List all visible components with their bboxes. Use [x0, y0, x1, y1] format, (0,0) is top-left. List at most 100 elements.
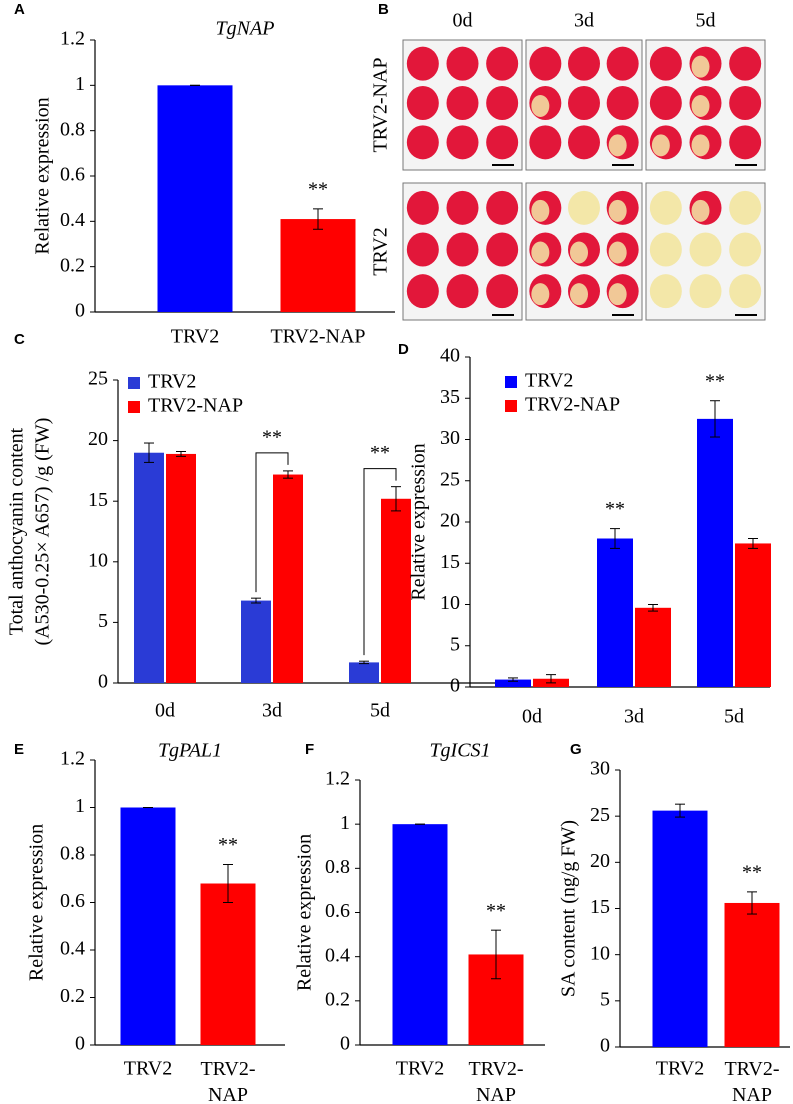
significance: ** — [486, 900, 506, 922]
significance: ** — [262, 426, 282, 448]
label-line: NAP — [732, 1084, 772, 1104]
x-tick-label: TRV2 — [171, 326, 219, 348]
x-tick-label: 5d — [724, 706, 744, 728]
y-tick-label: 0.2 — [60, 254, 85, 276]
error-bar — [313, 208, 323, 230]
legend-label: TRV2 — [525, 370, 573, 392]
y-tick-label: 0.2 — [325, 988, 350, 1010]
x-tick-label: TRV2- NAP — [200, 1058, 255, 1104]
y-tick-label: 10 — [88, 549, 108, 571]
petal-disc — [529, 46, 562, 81]
label-line: TRV2- — [724, 1058, 779, 1080]
y-tick-label: 0 — [75, 1033, 85, 1055]
petal-fade — [570, 241, 588, 264]
y-axis-label: Relative expression — [408, 443, 430, 600]
petal-fade — [608, 134, 627, 157]
y-tick-label: 0.8 — [325, 856, 350, 878]
legend-swatch — [505, 376, 517, 388]
y-tick-label: 0.4 — [60, 938, 85, 960]
error-bar — [610, 528, 620, 549]
petal-fade — [608, 241, 627, 264]
bar — [241, 600, 271, 683]
bar — [652, 810, 708, 1047]
petal-fade — [531, 95, 550, 117]
bar — [635, 607, 671, 687]
y-tick-label: 0.2 — [60, 985, 85, 1007]
significance: ** — [742, 861, 762, 883]
legend-label: TRV2-NAP — [148, 395, 243, 417]
column-label: 0d — [453, 10, 473, 32]
petal-disc — [446, 190, 479, 225]
y-tick-label: 0 — [450, 675, 460, 697]
petal-fade — [691, 95, 710, 117]
error-bar — [748, 538, 758, 549]
bar — [134, 452, 164, 683]
error-bar — [675, 803, 685, 818]
petal-disc — [729, 274, 762, 309]
y-tick-label: 25 — [88, 368, 108, 390]
petal-disc — [486, 274, 519, 309]
petal-disc — [406, 46, 439, 81]
bar — [495, 679, 531, 687]
panel-letter: C — [14, 331, 25, 348]
x-tick-label: 3d — [262, 700, 282, 722]
error-bar — [747, 891, 757, 915]
y-axis-label: (A530-0.25× A657) /g (FW) — [32, 418, 54, 646]
x-tick-label: TRV2 — [656, 1058, 704, 1080]
petal-fade — [608, 199, 627, 222]
panel-letter: E — [14, 741, 24, 758]
petal-disc — [406, 274, 439, 309]
bar — [280, 219, 356, 312]
error-bar — [251, 597, 261, 604]
petal-disc — [729, 46, 762, 81]
bar — [200, 883, 256, 1045]
y-tick-label: 5 — [600, 988, 610, 1010]
y-tick-label: 20 — [440, 510, 460, 532]
petal-disc — [568, 190, 600, 225]
petal-disc — [606, 86, 639, 120]
y-tick-label: 20 — [88, 428, 108, 450]
panel-letter: D — [398, 341, 409, 358]
y-tick-label: 0 — [98, 671, 108, 693]
petal-fade — [531, 283, 550, 306]
petal-disc — [729, 86, 762, 120]
row-label: TRV2 — [370, 227, 392, 275]
bar — [273, 474, 303, 683]
petal-disc — [446, 46, 479, 81]
petal-disc — [406, 86, 439, 120]
petal-disc — [406, 125, 439, 160]
petal-disc — [568, 125, 600, 160]
y-tick-label: 0.6 — [60, 164, 85, 186]
bar — [381, 498, 411, 683]
significance: ** — [705, 370, 725, 392]
label-line: TRV2- — [200, 1058, 255, 1080]
error-bar — [508, 677, 518, 682]
significance-bracket — [363, 468, 397, 656]
panel-letter: B — [378, 1, 389, 18]
significance: ** — [218, 834, 238, 856]
y-tick-label: 15 — [590, 896, 610, 918]
y-tick-label: 0 — [600, 1035, 610, 1057]
legend-swatch — [505, 400, 517, 412]
petal-disc — [649, 274, 682, 309]
legend-swatch — [128, 377, 140, 389]
petal-disc — [729, 232, 762, 267]
y-tick-label: 1 — [75, 795, 85, 817]
petal-disc — [689, 232, 722, 267]
significance: ** — [370, 442, 390, 464]
x-tick-label: TRV2- NAP — [468, 1058, 523, 1104]
petal-fade — [691, 199, 710, 222]
error-bar — [283, 470, 293, 479]
error-bar — [710, 400, 720, 438]
y-tick-label: 25 — [590, 804, 610, 826]
bar — [349, 662, 379, 683]
x-tick-label: 0d — [522, 706, 542, 728]
petal-disc — [446, 125, 479, 160]
petal-disc — [486, 232, 519, 267]
x-tick-label: 3d — [624, 706, 644, 728]
petal-disc — [689, 274, 722, 309]
petal-disc — [406, 232, 439, 267]
petal-disc — [606, 46, 639, 81]
label-line: NAP — [208, 1084, 248, 1104]
